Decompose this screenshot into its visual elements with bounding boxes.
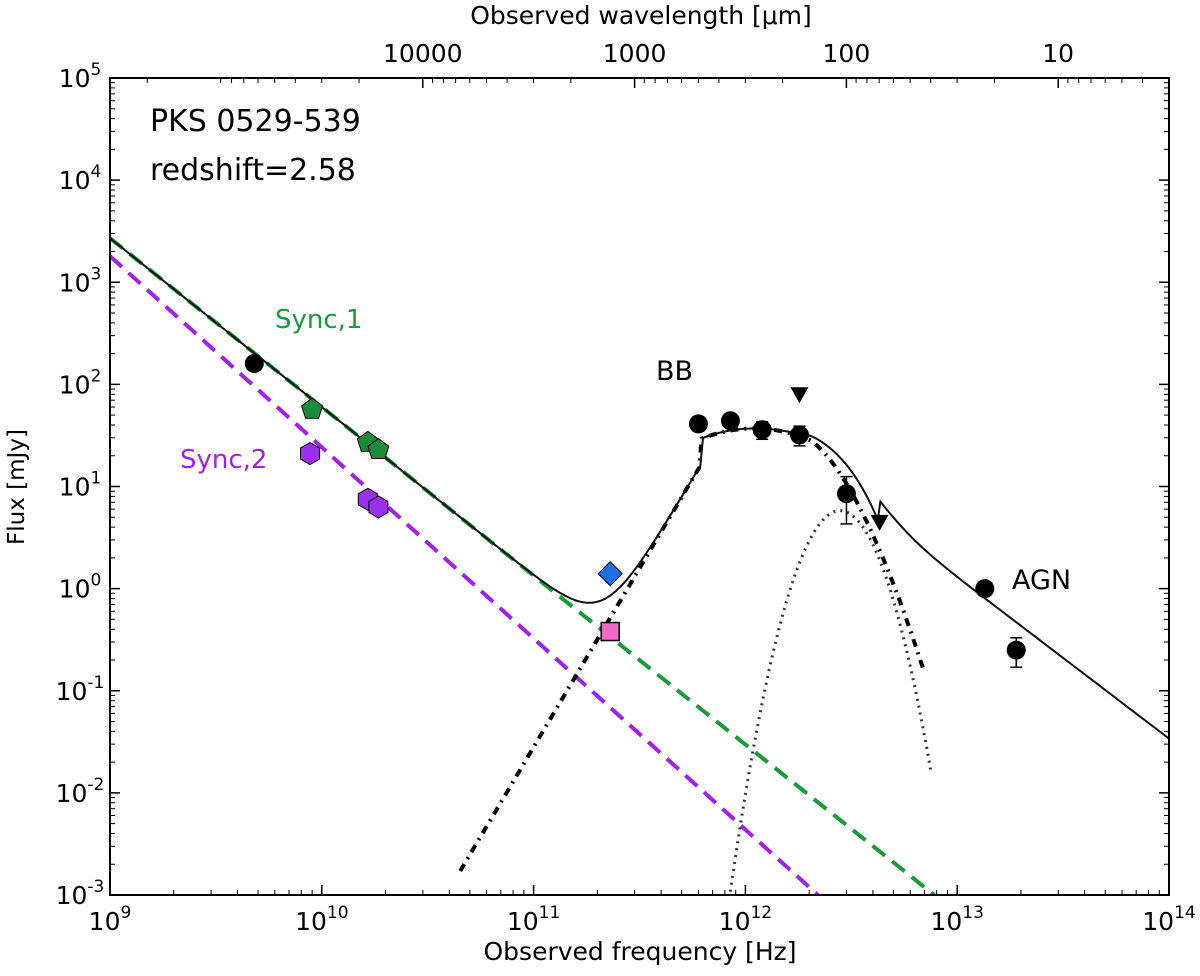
source-name: PKS 0529-539 bbox=[150, 104, 361, 139]
total-model-line bbox=[110, 237, 1169, 740]
data-point-hexagon bbox=[368, 495, 389, 519]
top-tick-label: 100 bbox=[823, 39, 871, 68]
data-point-circle bbox=[244, 354, 264, 374]
data-point-pentagon bbox=[301, 397, 324, 419]
upper-limit-marker bbox=[870, 514, 889, 531]
top-axis-label: Observed wavelength [μm] bbox=[470, 1, 812, 30]
sync2-label: Sync,2 bbox=[180, 445, 267, 475]
upper-limit-marker bbox=[790, 387, 809, 404]
y-tick-label: 104 bbox=[59, 162, 102, 195]
y-tick-label: 103 bbox=[59, 264, 102, 297]
y-tick-label: 10-2 bbox=[56, 775, 105, 808]
y-tick-label: 102 bbox=[59, 366, 102, 399]
sync2-line bbox=[110, 254, 820, 895]
x-axis-label: Observed frequency [Hz] bbox=[484, 937, 797, 966]
x-tick-label: 109 bbox=[89, 903, 132, 936]
x-tick-label: 1011 bbox=[507, 903, 560, 936]
data-point-pentagon bbox=[367, 437, 390, 459]
plot-frame bbox=[109, 77, 1170, 896]
model-curves bbox=[110, 236, 1169, 895]
axis-ticks: 109 1010 1011 1012 1013 1014 10000 1000 100 10 10-… bbox=[56, 39, 1196, 936]
y-tick-label: 101 bbox=[59, 469, 102, 502]
y-axis-label: Flux [mJy] bbox=[4, 429, 30, 545]
x-tick-label: 1013 bbox=[930, 903, 983, 936]
data-point-circle bbox=[836, 484, 856, 504]
data-point-circle bbox=[1006, 640, 1026, 660]
bb-label: BB bbox=[656, 356, 693, 387]
x-tick-label: 1012 bbox=[719, 903, 772, 936]
data-point-circle bbox=[688, 414, 708, 434]
data-point-circle bbox=[720, 411, 740, 431]
top-tick-label: 10 bbox=[1042, 39, 1074, 68]
top-tick-label: 10000 bbox=[383, 39, 463, 68]
sync1-label: Sync,1 bbox=[275, 305, 362, 335]
x-tick-label: 1010 bbox=[295, 903, 348, 936]
data-point-circle bbox=[789, 425, 809, 445]
x-tick-label: 1014 bbox=[1142, 903, 1195, 936]
data-point-hexagon bbox=[300, 442, 321, 466]
y-tick-label: 100 bbox=[59, 571, 102, 604]
data-markers bbox=[244, 354, 1026, 668]
agn-label: AGN bbox=[1012, 565, 1071, 596]
top-tick-label: 1000 bbox=[603, 39, 667, 68]
data-point-circle bbox=[975, 579, 995, 599]
y-tick-label: 105 bbox=[59, 60, 102, 93]
data-point-square bbox=[600, 621, 620, 642]
y-tick-label: 10-1 bbox=[56, 673, 105, 706]
data-point-diamond bbox=[597, 560, 623, 587]
redshift-label: redshift=2.58 bbox=[150, 153, 356, 188]
data-point-circle bbox=[752, 420, 772, 440]
y-tick-label: 10-3 bbox=[56, 877, 105, 910]
